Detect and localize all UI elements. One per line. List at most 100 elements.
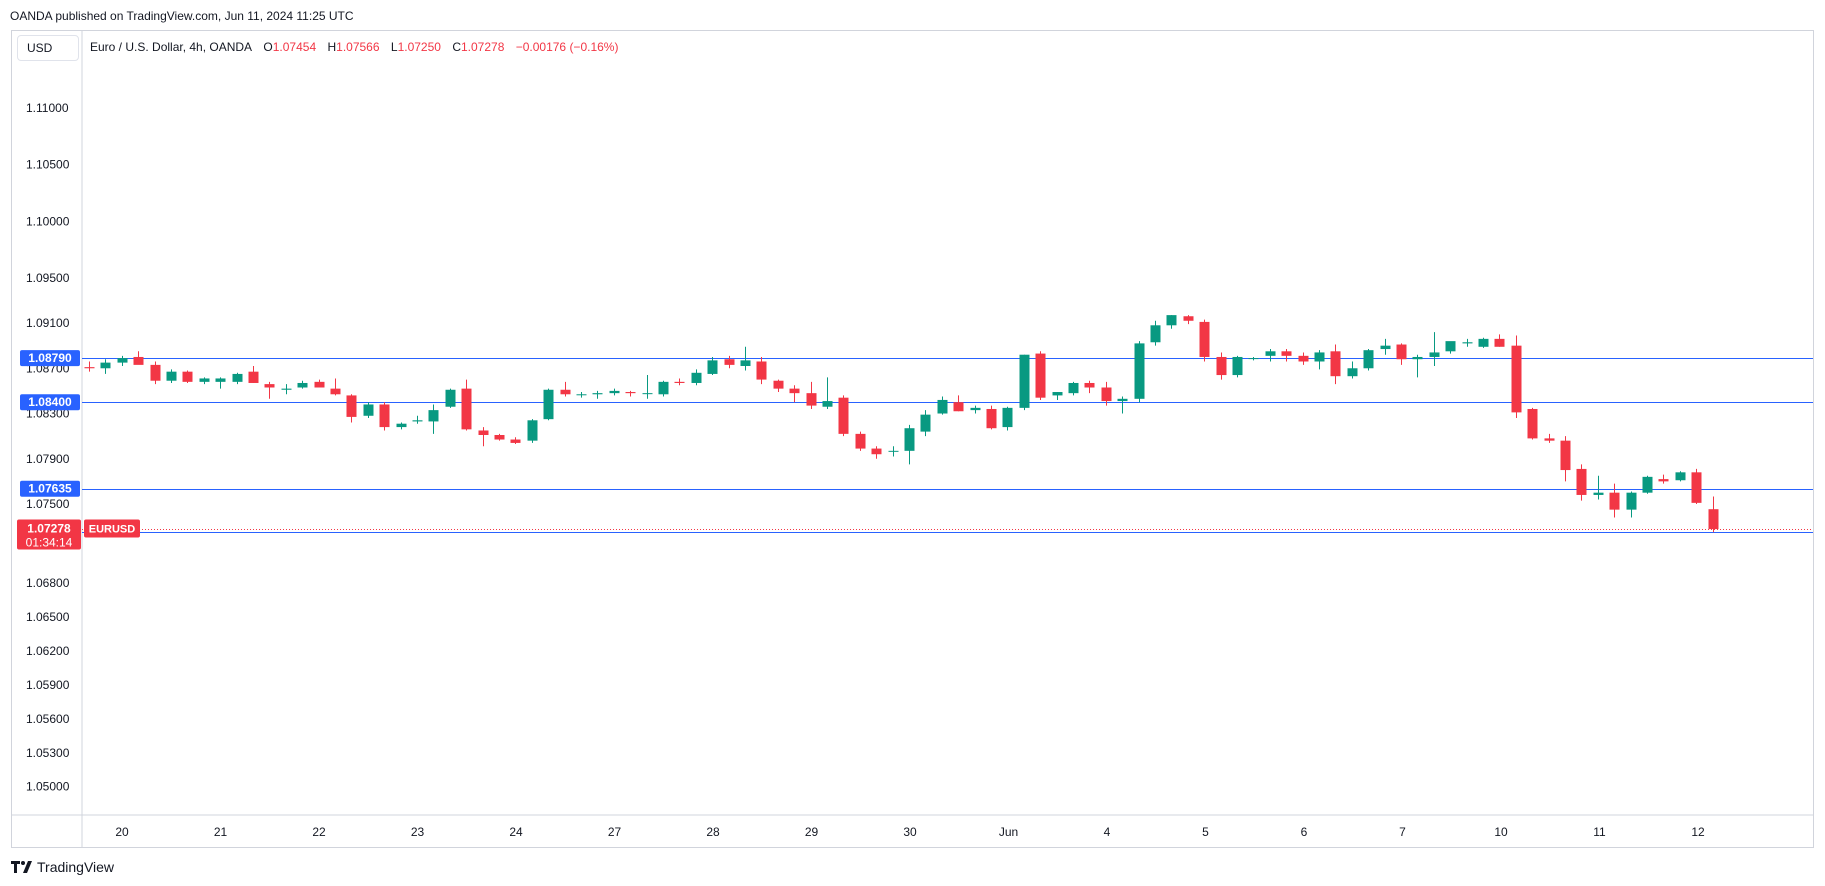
candle-body (1347, 368, 1358, 377)
candle (314, 379, 325, 388)
candle (1117, 396, 1128, 414)
candle (1429, 332, 1440, 367)
candle (1298, 352, 1309, 365)
candle-body (724, 359, 735, 365)
level-price-label: 1.07635 (20, 480, 80, 497)
candle (297, 380, 308, 389)
y-tick-label: 1.07900 (26, 452, 70, 466)
candle (1412, 354, 1423, 378)
candle-body (642, 393, 653, 395)
x-tick-label: 22 (312, 825, 326, 839)
level-price-label-text: 1.07635 (28, 482, 72, 496)
level-price-label-text: 1.08400 (28, 395, 72, 409)
candle-body (133, 356, 144, 365)
candle (510, 437, 521, 445)
candle-body (1019, 354, 1030, 408)
candle (560, 381, 571, 397)
time-axis[interactable]: 20 21 22 23 24 27 28 29 30 Jun 4 5 6 7 10 11 12 (115, 825, 1705, 839)
candle (1019, 354, 1030, 411)
candle (625, 390, 636, 397)
candle-body (215, 378, 226, 382)
candle-body (1183, 316, 1194, 321)
candle-body (1380, 345, 1391, 350)
candle (1462, 338, 1473, 347)
candle-body (1101, 387, 1112, 402)
currency-button[interactable]: USD (17, 35, 79, 61)
change-value: −0.00176 (−0.16%) (515, 40, 619, 54)
candle-body (1691, 472, 1702, 503)
y-tick-label: 1.06500 (26, 610, 70, 624)
candle-body (1658, 479, 1669, 482)
candle-body (199, 378, 210, 382)
x-tick-label: 21 (214, 825, 228, 839)
candle-body (1248, 358, 1259, 360)
candle-body (1035, 353, 1046, 398)
candle-body (330, 388, 341, 395)
candle-body (1232, 356, 1243, 376)
candle (740, 346, 751, 371)
candle (1216, 352, 1227, 380)
candle-body (1609, 492, 1620, 510)
candle (133, 351, 144, 365)
candle (264, 381, 275, 399)
x-tick-label: 29 (805, 825, 819, 839)
x-tick-label: 20 (115, 825, 129, 839)
candle (1265, 349, 1276, 362)
candle (953, 395, 964, 412)
price-axis[interactable]: 1.11000 1.10500 1.10000 1.09500 1.09100 1.087… (26, 101, 70, 794)
candle (199, 377, 210, 385)
candle (855, 431, 866, 451)
candle (1002, 406, 1013, 431)
candle-body (592, 393, 603, 395)
candle-body (1265, 351, 1276, 356)
candle (117, 355, 128, 367)
candle-body (822, 401, 833, 407)
y-tick-label: 1.05300 (26, 746, 70, 760)
tradingview-logo[interactable]: TradingView (11, 859, 114, 875)
candle (543, 388, 554, 421)
candle (724, 355, 735, 369)
candle-body (1642, 476, 1653, 493)
candle (707, 356, 718, 376)
y-tick-label: 1.11000 (26, 101, 69, 115)
candle (346, 394, 357, 423)
symbol-title[interactable]: Euro / U.S. Dollar, 4h, OANDA (90, 40, 253, 54)
candle-body (658, 381, 669, 395)
candle-body (1150, 325, 1161, 343)
candle-body (182, 371, 193, 382)
candle (1281, 349, 1292, 362)
x-tick-label: 30 (903, 825, 917, 839)
candle-body (1330, 351, 1341, 377)
candle (1183, 315, 1194, 325)
candle (1068, 381, 1079, 396)
candle-body (970, 407, 981, 411)
candle (789, 385, 800, 403)
candle (1084, 380, 1095, 394)
y-tick-label: 1.06200 (26, 644, 70, 658)
candle (232, 372, 243, 385)
candle-body (166, 371, 177, 381)
candle-body (1134, 343, 1145, 399)
candle-body (1396, 344, 1407, 360)
candle (1150, 320, 1161, 346)
candle (182, 370, 193, 383)
close-value: 1.07278 (460, 40, 505, 54)
candle (445, 388, 456, 408)
candle (592, 390, 603, 399)
x-tick-label: 4 (1104, 825, 1111, 839)
candle-body (560, 389, 571, 395)
candle (1560, 436, 1571, 482)
candle-body (1675, 472, 1686, 481)
candle (1527, 407, 1538, 440)
candle (806, 381, 817, 409)
candle (773, 379, 784, 393)
candle (363, 402, 374, 419)
candle-body (248, 371, 259, 383)
candle (1314, 350, 1325, 370)
candle (281, 384, 292, 395)
candle-body (1708, 509, 1719, 530)
candle (1248, 356, 1259, 361)
candle (1544, 433, 1555, 443)
